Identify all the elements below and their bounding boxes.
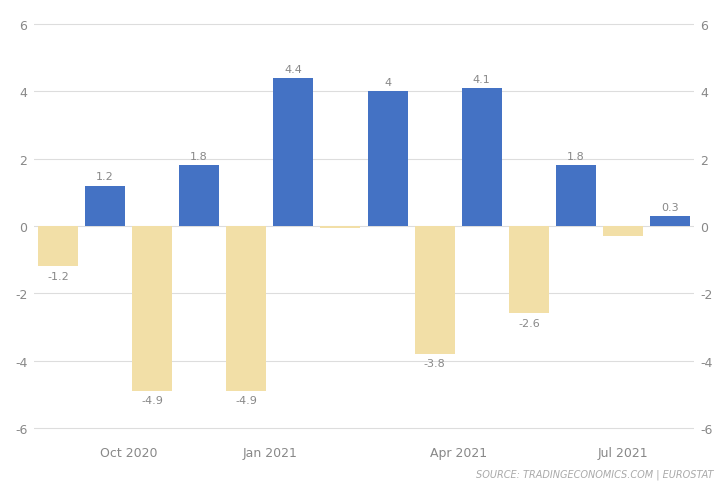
Bar xyxy=(556,166,596,227)
Bar xyxy=(132,227,172,391)
Text: 4.1: 4.1 xyxy=(473,75,491,85)
Text: SOURCE: TRADINGECONOMICS.COM | EUROSTAT: SOURCE: TRADINGECONOMICS.COM | EUROSTAT xyxy=(476,469,713,479)
Bar xyxy=(415,227,455,354)
Bar xyxy=(38,227,78,267)
Text: 1.2: 1.2 xyxy=(96,172,114,182)
Bar xyxy=(320,227,360,228)
Bar xyxy=(509,227,549,314)
Bar xyxy=(179,166,219,227)
Text: -3.8: -3.8 xyxy=(424,359,446,368)
Text: 4.4: 4.4 xyxy=(285,64,302,75)
Bar xyxy=(368,92,408,227)
Text: 1.8: 1.8 xyxy=(567,151,585,162)
Bar xyxy=(603,227,643,237)
Bar xyxy=(462,89,502,227)
Bar xyxy=(650,216,690,227)
Bar xyxy=(273,79,313,227)
Text: -1.2: -1.2 xyxy=(47,271,68,281)
Text: -4.9: -4.9 xyxy=(235,395,257,406)
Text: 0.3: 0.3 xyxy=(661,202,679,212)
Text: -4.9: -4.9 xyxy=(141,395,163,406)
Bar xyxy=(85,186,125,227)
Bar xyxy=(226,227,266,391)
Text: -2.6: -2.6 xyxy=(518,318,539,328)
Text: 1.8: 1.8 xyxy=(190,151,208,162)
Text: 4: 4 xyxy=(384,78,391,88)
